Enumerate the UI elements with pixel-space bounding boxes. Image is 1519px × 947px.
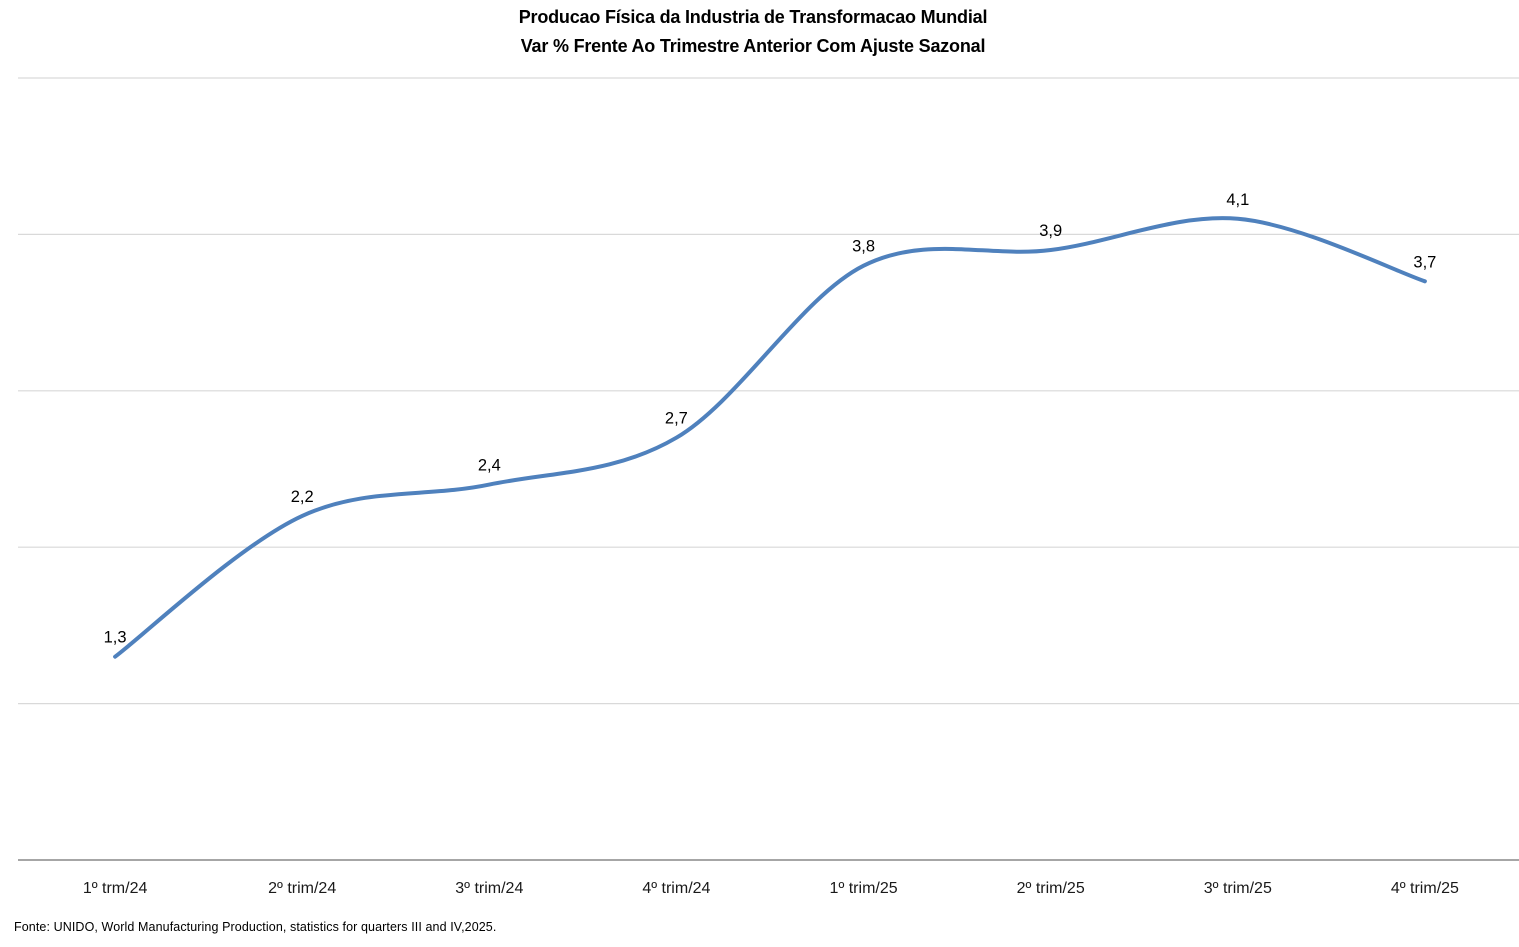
- data-label: 3,7: [1413, 253, 1436, 271]
- data-label: 3,9: [1039, 222, 1062, 240]
- data-label: 4,1: [1226, 191, 1249, 209]
- data-label: 2,4: [478, 457, 501, 475]
- chart-subtitle: Var % Frente Ao Trimestre Anterior Com A…: [520, 36, 986, 56]
- series-line: [113, 216, 1427, 659]
- data-label: 1,3: [104, 629, 127, 647]
- data-label: 3,8: [852, 238, 875, 256]
- x-axis-label: 1º trim/25: [830, 880, 898, 897]
- x-axis-label: 4º trim/25: [1391, 880, 1459, 897]
- x-axis-label: 3º trim/25: [1204, 880, 1272, 897]
- x-axis-label: 4º trim/24: [642, 880, 710, 897]
- x-axis-label: 1º trm/24: [83, 880, 148, 897]
- x-axis-label: 2º trim/24: [268, 880, 336, 897]
- x-axis-label: 2º trim/25: [1017, 880, 1085, 897]
- data-label: 2,2: [291, 488, 314, 506]
- chart-title-block: Producao Física da Industria de Transfor…: [0, 3, 1506, 61]
- x-axis-label: 3º trim/24: [455, 880, 523, 897]
- data-label: 2,7: [665, 410, 688, 428]
- source-note: Fonte: UNIDO, World Manufacturing Produc…: [14, 920, 497, 934]
- chart-title: Producao Física da Industria de Transfor…: [518, 7, 988, 27]
